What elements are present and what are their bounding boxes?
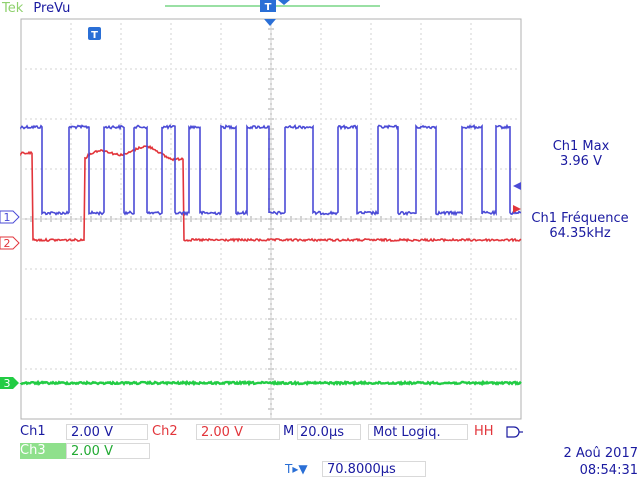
date-time: 2 Aoû 2017 08:54:31 — [520, 445, 638, 479]
timebase-prefix: M — [283, 424, 295, 439]
svg-text:T: T — [91, 30, 98, 41]
svg-text:T: T — [265, 2, 272, 13]
ch1-trace — [20, 123, 522, 217]
ch2-trigger-level-marker — [513, 205, 521, 213]
ch3-scale[interactable]: 2.00 V — [66, 443, 150, 459]
ch1-trigger-level-marker — [513, 182, 521, 190]
ch3-trace — [19, 379, 522, 387]
timebase-readout[interactable]: 20.0µs — [297, 424, 361, 440]
svg-text:1: 1 — [4, 211, 11, 224]
measurement-1: Ch1 Max 3.96 V — [526, 139, 636, 169]
measurement-2: Ch1 Fréquence 64.35kHz — [520, 211, 640, 241]
logic-gate-icon — [506, 426, 523, 438]
ch2-scale[interactable]: 2.00 V — [196, 424, 280, 440]
ch2-ground-marker: 2 — [0, 236, 20, 250]
trigger-mode[interactable]: Mot Logiq. — [368, 424, 468, 440]
title-bar: Tek PreVu — [0, 0, 70, 18]
brand-logo: Tek — [2, 1, 24, 16]
ch1-scale[interactable]: 2.00 V — [66, 424, 148, 440]
measurement-1-title: Ch1 Max — [552, 139, 610, 154]
ch2-trace — [20, 144, 522, 243]
ch1-label[interactable]: Ch1 — [20, 424, 66, 440]
graticule-grid — [20, 18, 522, 420]
trigger-pattern: HH — [474, 424, 494, 439]
svg-text:2: 2 — [4, 237, 11, 250]
trigger-tag-icon: T — [88, 27, 101, 41]
measurement-1-value: 3.96 V — [560, 154, 602, 169]
ch1-ground-marker: 1 — [0, 210, 20, 224]
trigger-time-marker — [264, 19, 276, 26]
svg-text:3: 3 — [4, 377, 11, 390]
time: 08:54:31 — [579, 463, 638, 478]
ch3-label[interactable]: Ch3 — [20, 443, 66, 459]
record-position-marker: T — [260, 0, 290, 13]
ch2-label[interactable]: Ch2 — [152, 424, 178, 439]
measurement-2-value: 64.35kHz — [549, 226, 611, 241]
ch3-ground-marker: 3 — [0, 377, 19, 390]
acquisition-state: PreVu — [33, 1, 71, 16]
measurement-2-title: Ch1 Fréquence — [531, 211, 629, 226]
date: 2 Aoû 2017 — [563, 446, 638, 461]
trigger-position-icon: T▸▼ — [285, 462, 308, 476]
trigger-position-readout[interactable]: 70.8000µs — [322, 461, 426, 477]
